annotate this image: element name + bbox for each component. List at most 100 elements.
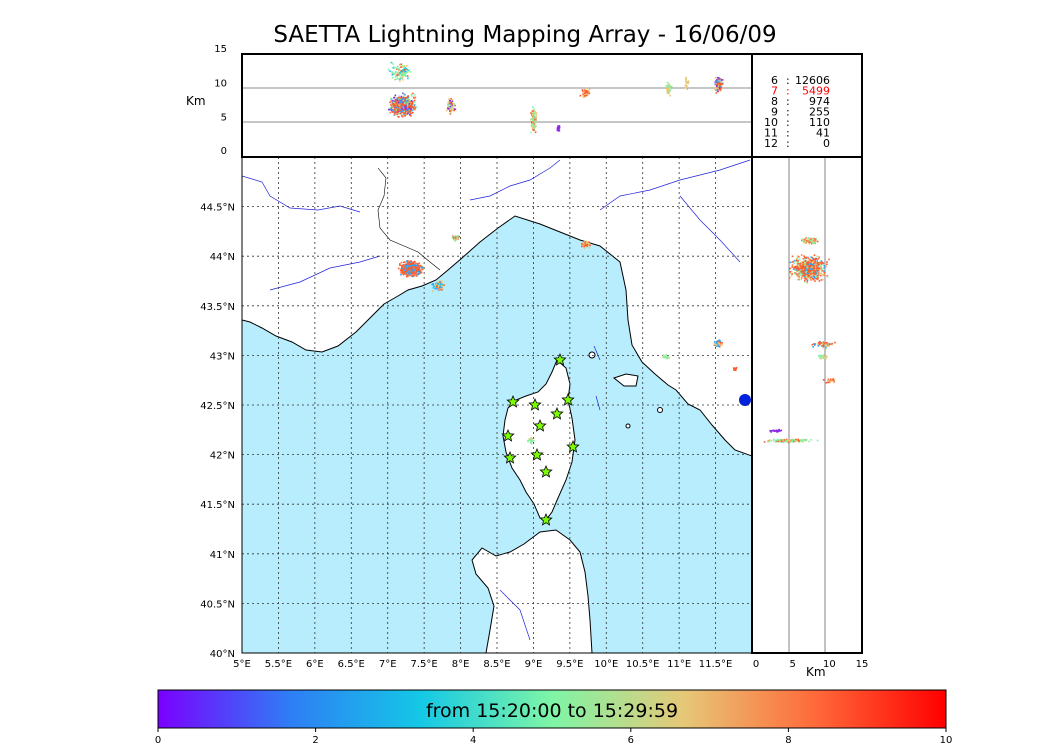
altitude-lon-panel — [241, 53, 753, 158]
station-count-value: 5499 — [802, 85, 830, 98]
station-star — [501, 428, 515, 442]
station-count-colon: : — [786, 85, 790, 98]
flash-cluster-corsica — [527, 436, 535, 445]
station-count-colon: : — [786, 127, 790, 140]
altitude-tick: 15 — [214, 44, 227, 55]
lat-cluster-main — [788, 254, 830, 284]
colorbar-tick: 2 — [312, 735, 318, 746]
alt-cluster-east — [445, 97, 457, 115]
altitude-bottom-tick: 0 — [753, 659, 759, 670]
lat-cluster-south — [822, 377, 836, 384]
small-island — [625, 423, 631, 429]
station-count-colon: : — [786, 74, 790, 87]
lat-cluster-tuscany — [811, 340, 836, 349]
flash-cluster-elba — [662, 354, 670, 360]
alt-cluster-corsica — [530, 106, 538, 134]
altitude-bottom-tick: 5 — [789, 659, 795, 670]
latitude-tick: 40°N — [210, 649, 235, 660]
station-count-colon: : — [786, 95, 790, 108]
station-star — [550, 406, 564, 420]
altitude-tick: 5 — [221, 113, 227, 124]
altitude-bottom-tick: 15 — [856, 659, 869, 670]
altitude-lat-panel — [751, 156, 863, 654]
station-star — [528, 397, 542, 411]
longitude-tick: 10°E — [594, 659, 618, 670]
altitude-axis-label-bottom: Km — [806, 665, 826, 679]
latitude-ticks: 44.5°N 44°N 43.5°N 43°N 42.5°N 42°N 41.5°N 41°N… — [200, 203, 235, 660]
longitude-tick: 8°E — [452, 659, 470, 670]
colorbar-tick: 0 — [155, 735, 161, 746]
station-count-colon: : — [786, 106, 790, 119]
lightning-flashes-altitude-lon — [387, 61, 724, 134]
station-count-label: 9 — [771, 106, 778, 119]
altitude-ticks: 15 10 5 0 — [214, 44, 227, 157]
longitude-tick: 10.5°E — [626, 659, 660, 670]
station-count-label: 10 — [764, 116, 778, 129]
longitude-tick: 8.5°E — [483, 659, 510, 670]
latitude-tick: 43.5°N — [200, 302, 235, 313]
lat-cluster-top — [801, 237, 819, 245]
station-count-value: 0 — [823, 137, 830, 150]
lat-cluster-purple — [769, 428, 783, 433]
map-title: SAETTA Lightning Mapping Array - 16/06/0… — [273, 22, 777, 48]
colorbar-tick: 4 — [470, 735, 476, 746]
latitude-tick: 41.5°N — [200, 500, 235, 511]
lightning-flashes-map — [398, 235, 738, 445]
longitude-tick: 5°E — [233, 659, 251, 670]
alt-cluster-nice-top — [387, 61, 412, 82]
altitude-bottom-tick: 10 — [823, 659, 836, 670]
flash-cluster-nice-east — [431, 280, 445, 292]
alt-cluster-purple — [556, 125, 561, 132]
station-star — [539, 512, 553, 526]
altitude-axis-label: Km — [186, 94, 206, 108]
longitude-tick: 7°E — [379, 659, 397, 670]
longitude-tick: 5.5°E — [265, 659, 292, 670]
flash-cluster-north — [451, 235, 461, 242]
alt-cluster-genoa — [579, 87, 591, 99]
lightning-flashes-altitude-lat — [763, 237, 836, 444]
lat-cluster-corsica — [763, 438, 819, 444]
altitude-tick: 0 — [221, 146, 227, 157]
flash-cluster-tuscany — [713, 339, 723, 348]
station-count-colon: : — [786, 116, 790, 129]
station-star — [561, 392, 575, 406]
latitude-tick: 41°N — [210, 550, 235, 561]
station-count-value: 41 — [816, 127, 830, 140]
alt-cluster-2 — [684, 76, 690, 91]
flash-cluster-south — [733, 366, 738, 372]
lat-cluster-elba — [818, 354, 828, 360]
station-star — [539, 464, 553, 478]
station-star — [566, 439, 580, 453]
flash-cluster-genoa — [581, 240, 591, 250]
sardinia-island — [471, 529, 593, 653]
station-count-label: 6 — [771, 74, 778, 87]
latitude-tick: 44.5°N — [200, 203, 235, 214]
lake-bolsena — [739, 394, 751, 406]
longitude-tick: 9.5°E — [556, 659, 583, 670]
flash-cluster-nice — [398, 260, 424, 278]
longitude-tick: 9°E — [525, 659, 543, 670]
latitude-tick: 40.5°N — [200, 599, 235, 610]
station-count-value: 12606 — [795, 74, 830, 87]
alt-cluster-tuscany — [714, 76, 724, 94]
longitude-tick: 6.5°E — [338, 659, 365, 670]
colorbar-tick: 8 — [785, 735, 791, 746]
giglio-island — [657, 407, 663, 413]
station-count-value: 110 — [809, 116, 830, 129]
colorbar-label: from 15:20:00 to 15:29:59 — [425, 700, 679, 722]
station-star — [506, 394, 520, 408]
station-count-colon: : — [786, 137, 790, 150]
station-count-label: 8 — [771, 95, 778, 108]
station-count-label: 11 — [764, 127, 778, 140]
map-panel — [242, 157, 752, 653]
colorbar-tick: 10 — [940, 735, 953, 746]
elba-island — [612, 373, 639, 387]
station-star — [530, 447, 544, 461]
longitude-tick: 6°E — [306, 659, 324, 670]
station-star — [553, 352, 567, 366]
colorbar-tick: 6 — [628, 735, 634, 746]
longitude-tick: 7.5°E — [411, 659, 438, 670]
latitude-tick: 42°N — [210, 451, 235, 462]
